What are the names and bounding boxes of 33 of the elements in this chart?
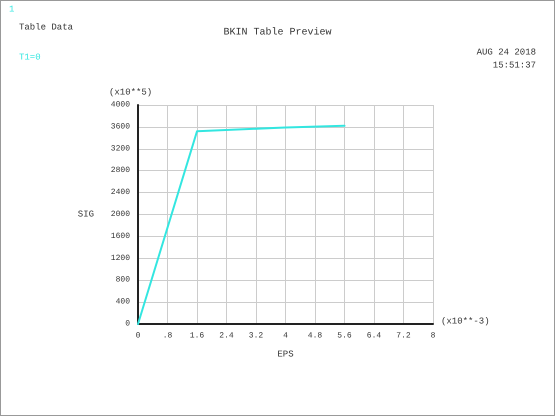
x-tick-label: 6.4 (366, 332, 382, 340)
text: Table Data (19, 22, 74, 32)
x-tick-label: 0 (136, 332, 141, 340)
y-tick-label: 3200 (110, 144, 130, 154)
y-tick-label: 2000 (110, 210, 130, 219)
text: T1=0 (19, 52, 41, 62)
x-tick-label: .8 (162, 332, 172, 340)
x-tick-label: 4 (283, 332, 288, 340)
y-tick-label: 1200 (110, 254, 130, 263)
text: (x10**-3) (441, 316, 490, 326)
y-tick-label: 0 (125, 320, 130, 328)
x-tick-label: 3.2 (248, 332, 264, 340)
y-tick-label: 2800 (110, 166, 130, 176)
x-tick-label: 8 (430, 332, 436, 340)
text: 1 (9, 4, 14, 14)
y-tick-label: 800 (116, 276, 130, 285)
y-tick-label: 400 (116, 298, 130, 307)
line-series (137, 124, 346, 325)
text: AUG 24 2018 (476, 48, 536, 58)
chart-title: BKIN Table Preview (223, 26, 332, 38)
y-tick-label: 2400 (110, 188, 130, 198)
x-tick-label: 1.6 (190, 332, 204, 340)
y-axis-title: SIG (78, 210, 94, 220)
x-tick-label: 5.6 (337, 332, 352, 340)
x-tick-label: 2.4 (219, 332, 234, 340)
y-tick-label: 1600 (110, 232, 130, 241)
x-tick-label: 7.2 (396, 332, 411, 340)
y-tick-label: 3600 (110, 122, 130, 132)
x-tick-label: 4.8 (308, 332, 322, 340)
text: (x10**5) (109, 88, 152, 98)
y-tick-label: 4000 (110, 100, 130, 110)
x-axis-title: EPS (277, 350, 294, 360)
text: 15:51:37 (492, 60, 536, 70)
